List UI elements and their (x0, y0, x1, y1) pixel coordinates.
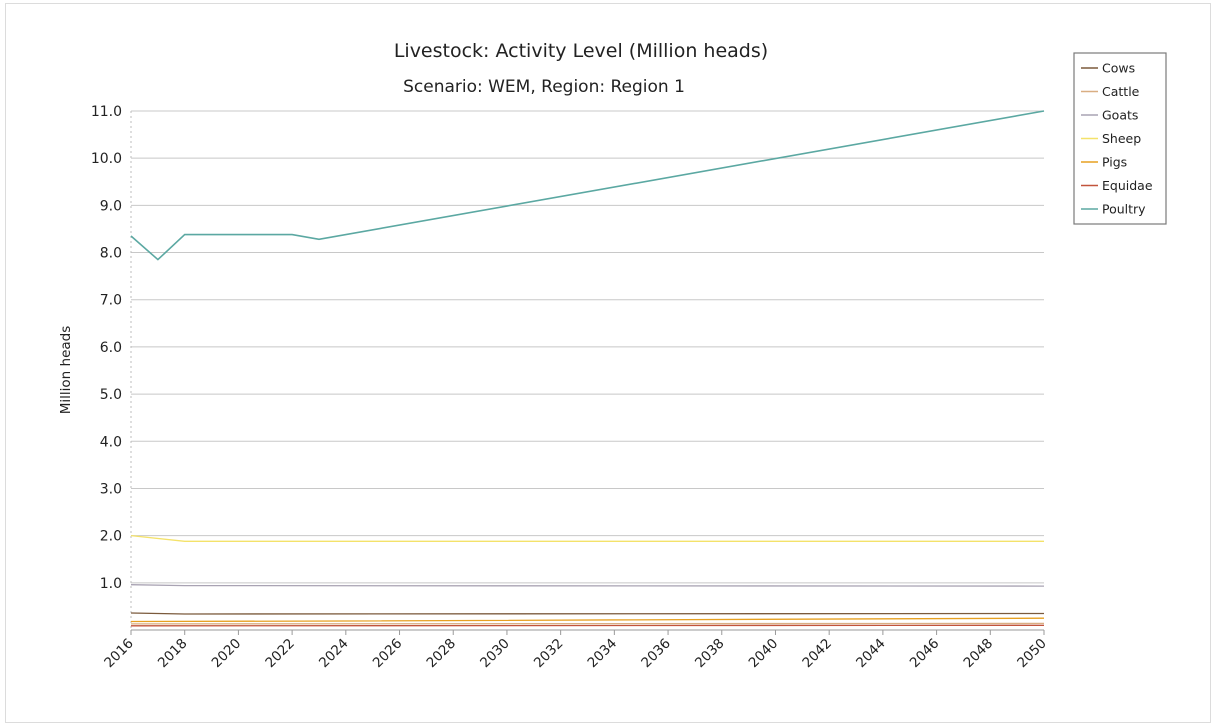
legend-label-poultry: Poultry (1102, 202, 1146, 217)
series-line-cows (130, 612, 1045, 615)
x-tick-label: 2040 (746, 636, 782, 672)
y-tick-label: 10.0 (91, 151, 122, 167)
x-tick-label: 2022 (262, 636, 298, 672)
series-line-equidae (130, 624, 1045, 627)
x-tick-label: 2026 (370, 636, 406, 672)
x-tick-label: 2024 (316, 636, 352, 672)
y-tick-label: 5.0 (100, 387, 122, 403)
chart-title: Livestock: Activity Level (Million heads… (394, 40, 768, 62)
x-tick-label: 2034 (585, 636, 621, 672)
x-tick-label: 2042 (799, 636, 835, 672)
grid-lines (131, 110, 1044, 584)
legend-label-goats: Goats (1102, 108, 1138, 123)
y-tick-label: 3.0 (100, 481, 122, 497)
series-line-poultry (130, 110, 1045, 261)
series-line-pigs (130, 617, 1045, 623)
legend: Cows Cattle Goats Sheep Pigs Equidae Poultry (1073, 52, 1167, 225)
series-line-sheep (130, 534, 1044, 542)
x-tick-label: 2038 (692, 636, 728, 672)
x-tick-label: 2030 (477, 636, 513, 672)
y-tick-label: 2.0 (100, 529, 122, 545)
y-tick-label: 9.0 (100, 198, 122, 214)
legend-label-pigs: Pigs (1102, 155, 1127, 170)
legend-label-cows: Cows (1102, 61, 1135, 76)
y-tick-label: 4.0 (100, 434, 122, 450)
x-tick-label: 2016 (101, 636, 137, 672)
x-tick-label: 2036 (638, 636, 674, 672)
y-axis-label: Million heads (58, 326, 74, 415)
x-tick-label: 2020 (209, 636, 245, 672)
y-tick-label: 8.0 (100, 246, 122, 262)
legend-label-cattle: Cattle (1102, 84, 1140, 99)
y-tick-label: 1.0 (100, 576, 122, 592)
series-line-cattle (130, 622, 1045, 625)
chart-frame: Livestock: Activity Level (Million heads… (5, 3, 1211, 723)
y-tick-label: 7.0 (100, 293, 122, 309)
series-line-goats (130, 584, 1045, 587)
legend-label-sheep: Sheep (1102, 131, 1141, 146)
y-tick-label: 11.0 (91, 104, 122, 120)
chart-subtitle: Scenario: WEM, Region: Region 1 (403, 77, 685, 97)
y-tick-label: 6.0 (100, 340, 122, 356)
series-lines (130, 110, 1045, 627)
x-tick-label: 2048 (961, 636, 997, 672)
x-tick-label: 2050 (1014, 636, 1050, 672)
x-tick-label: 2046 (907, 636, 943, 672)
legend-label-equidae: Equidae (1102, 178, 1153, 193)
x-tick-label: 2028 (423, 636, 459, 672)
x-tick-label: 2032 (531, 636, 567, 672)
x-tick-label: 2018 (155, 636, 191, 672)
x-tick-label: 2044 (853, 636, 889, 672)
line-chart: Livestock: Activity Level (Million heads… (58, 40, 1167, 672)
